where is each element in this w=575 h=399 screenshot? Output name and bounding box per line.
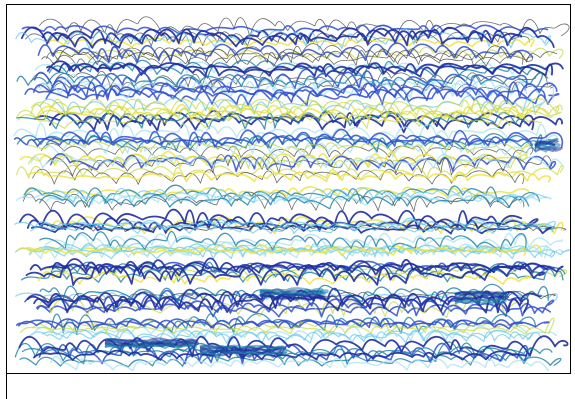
crayon-shading-113 bbox=[259, 291, 321, 298]
crayon-stroke-62 bbox=[30, 223, 554, 235]
crayon-shading-147 bbox=[534, 146, 563, 153]
crayon-stroke-44 bbox=[45, 154, 553, 177]
crayon-shading-135 bbox=[199, 348, 282, 355]
image-frame bbox=[6, 4, 571, 399]
crayon-stroke-42 bbox=[19, 150, 528, 168]
crayon-shading-125 bbox=[104, 339, 200, 347]
crayon-stroke-61 bbox=[47, 223, 567, 233]
crayon-stroke-82 bbox=[36, 302, 551, 315]
crayon-stroke-73 bbox=[16, 246, 527, 257]
crayon-shading-114 bbox=[259, 287, 324, 295]
crayon-stroke-11 bbox=[46, 62, 564, 75]
crayon-shading-145 bbox=[454, 295, 506, 303]
crayon-shading-132 bbox=[199, 351, 282, 357]
crayon-shading-124 bbox=[104, 342, 197, 349]
crayon-stroke-105 bbox=[33, 349, 528, 361]
crayon-stroke-50 bbox=[22, 186, 530, 199]
crayon-stroke-63 bbox=[39, 217, 556, 232]
crayon-stroke-28 bbox=[16, 109, 526, 130]
crayon-stroke-8 bbox=[51, 46, 564, 60]
crayon-shading-140 bbox=[454, 299, 506, 306]
crayon-stroke-2 bbox=[21, 24, 549, 35]
crayon-stroke-21 bbox=[39, 74, 528, 97]
crayon-stroke-102 bbox=[50, 355, 549, 372]
crayon-stroke-64 bbox=[14, 219, 553, 232]
crayon-stroke-98 bbox=[20, 324, 531, 334]
crayon-stroke-49 bbox=[30, 153, 563, 169]
crayon-stroke-48 bbox=[27, 170, 552, 183]
crayon-stroke-57 bbox=[51, 216, 564, 235]
crayon-shading-134 bbox=[199, 344, 285, 351]
crayon-stroke-5 bbox=[15, 28, 551, 51]
crayon-stroke-94 bbox=[42, 328, 542, 343]
crayon-stroke-46 bbox=[16, 164, 564, 182]
crayon-stroke-1 bbox=[39, 16, 570, 37]
crayon-stroke-101 bbox=[38, 342, 528, 365]
crayon-shading-155 bbox=[534, 140, 556, 147]
crayon-stroke-24 bbox=[24, 83, 546, 101]
crayon-shading-115 bbox=[259, 294, 323, 301]
crayon-stroke-15 bbox=[46, 43, 524, 65]
crayon-stroke-55 bbox=[39, 193, 530, 210]
crayon-stroke-22 bbox=[16, 71, 543, 89]
crayon-stroke-6 bbox=[41, 26, 555, 49]
crayon-stroke-68 bbox=[28, 243, 549, 260]
crayon-stroke-30 bbox=[39, 95, 546, 116]
crayon-stroke-32 bbox=[16, 107, 562, 121]
crayon-stroke-33 bbox=[30, 97, 563, 117]
crayon-shading-154 bbox=[534, 144, 557, 151]
crayon-stroke-39 bbox=[13, 128, 564, 149]
crayon-stroke-4 bbox=[20, 26, 523, 47]
crayon-stroke-31 bbox=[36, 104, 551, 123]
crayon-stroke-81 bbox=[25, 263, 546, 286]
crayon-stroke-12 bbox=[52, 45, 557, 67]
crayon-stroke-56 bbox=[22, 187, 548, 204]
wavy-stroke-layer bbox=[13, 16, 571, 372]
crayon-stroke-23 bbox=[32, 80, 558, 105]
crayon-shading-143 bbox=[454, 290, 506, 297]
crayon-stroke-52 bbox=[24, 184, 540, 205]
crayon-stroke-41 bbox=[32, 136, 533, 147]
crayon-stroke-58 bbox=[26, 217, 539, 232]
crayon-stroke-19 bbox=[36, 78, 555, 100]
